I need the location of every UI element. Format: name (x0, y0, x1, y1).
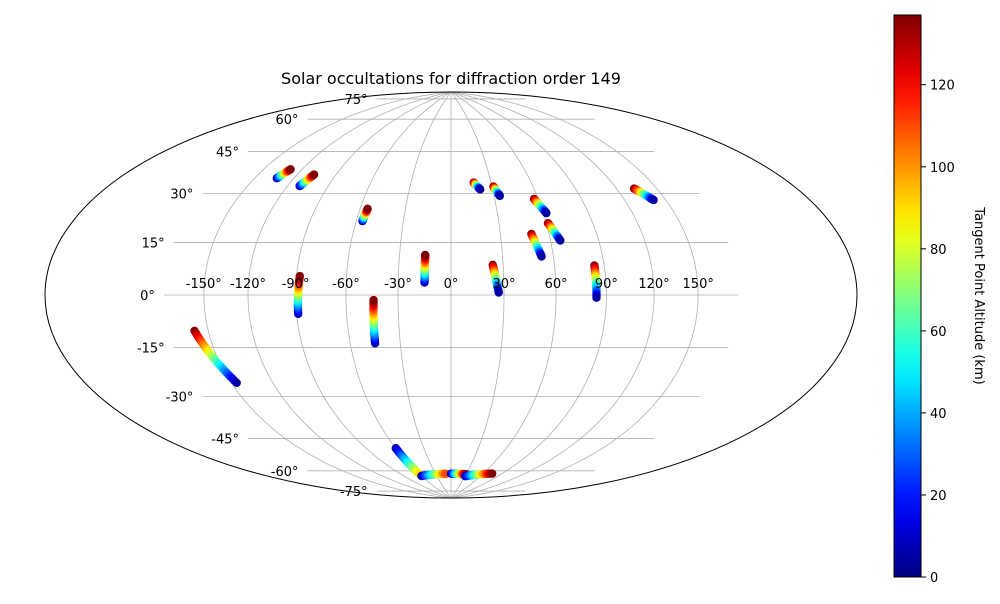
occultation-point (592, 293, 601, 302)
latitude-tick-label: -45° (211, 433, 239, 448)
longitude-tick-label: 60° (545, 277, 568, 292)
colorbar-tick-label: 40 (930, 407, 947, 422)
occultation-point (494, 288, 503, 297)
occultation-point (309, 170, 319, 179)
occultation-point (488, 469, 497, 478)
chart-title: Solar occultations for diffraction order… (281, 69, 621, 88)
longitude-tick-label: -30° (384, 277, 412, 292)
graticule (163, 91, 739, 499)
latitude-tick-label: 45° (216, 146, 239, 161)
latitude-tick-label: 0° (140, 289, 155, 304)
latitude-tick-label: 60° (275, 113, 298, 128)
map-outline (44, 91, 858, 499)
colorbar-tick-label: 60 (930, 325, 947, 340)
occultation-points (190, 165, 658, 481)
longitude-tick-label: -150° (186, 277, 222, 292)
colorbar-tick-label: 120 (930, 79, 955, 94)
colorbar-tick-label: 20 (930, 489, 947, 504)
latitude-tick-label: 15° (142, 237, 165, 252)
latitude-tick-label: -60° (271, 465, 299, 480)
occultation-point (232, 378, 241, 387)
latitude-tick-label: -75° (340, 485, 368, 500)
occultation-point (295, 271, 304, 281)
occultation-point (649, 195, 658, 205)
longitude-tick-label: 150° (683, 277, 714, 292)
occultation-point (421, 250, 430, 260)
longitude-tick-labels: -150° -120° -90° -60° -30° 0° 30° 60° 90° 120° 150… (186, 277, 714, 292)
latitude-tick-labels: 75° 60° 45° 30° 15° 0° -15° -30° -45° -60° -75° (137, 93, 368, 500)
colorbar-label: Tangent Point Altitude (km) (971, 206, 986, 384)
latitude-tick-label: -15° (137, 342, 165, 357)
longitude-tick-label: -90° (282, 277, 310, 292)
colorbar-tick-label: 0 (930, 571, 938, 586)
longitude-tick-label: 0° (444, 277, 459, 292)
occultation-point (286, 165, 295, 174)
occultation-point (495, 191, 504, 201)
colorbar-tick-label: 80 (930, 243, 947, 258)
occultation-point (537, 252, 546, 261)
colorbar-tick-labels: 0 20 40 60 80 100 120 (921, 79, 955, 586)
occultation-point (476, 185, 485, 194)
occultation-point (369, 295, 378, 305)
longitude-tick-label: -60° (332, 277, 360, 292)
occultation-point (542, 208, 551, 218)
longitude-tick-label: 120° (638, 277, 669, 292)
colorbar-tick-label: 100 (930, 161, 955, 176)
latitude-tick-label: 75° (345, 93, 368, 108)
colorbar (893, 14, 922, 578)
occultation-point (363, 204, 372, 213)
latitude-tick-label: -30° (166, 391, 194, 406)
longitude-tick-label: -120° (230, 277, 266, 292)
longitude-tick-label: 90° (595, 277, 618, 292)
occultation-point (556, 236, 565, 245)
longitude-tick-label: 30° (492, 277, 515, 292)
latitude-tick-label: 30° (170, 188, 193, 203)
